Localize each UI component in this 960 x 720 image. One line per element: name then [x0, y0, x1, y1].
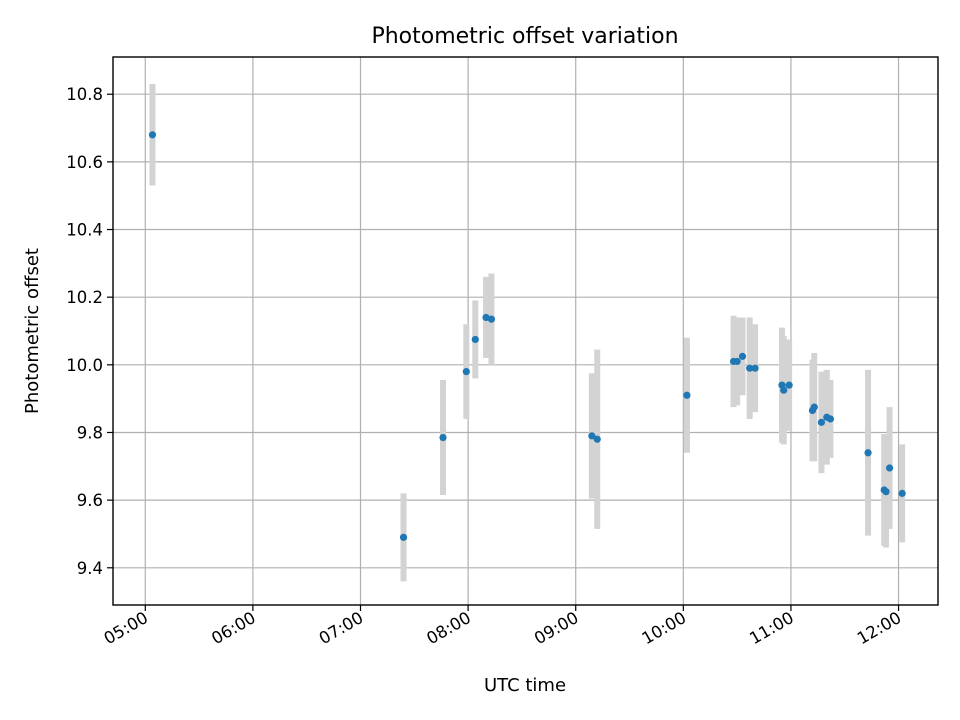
data-point [439, 433, 447, 442]
data-point [864, 449, 872, 457]
data-point [885, 464, 894, 472]
data-points [148, 131, 906, 541]
data-point [785, 381, 793, 389]
y-tick-label: 9.6 [77, 491, 103, 510]
data-point [148, 131, 157, 139]
y-tick-label: 10.0 [66, 356, 103, 375]
y-tick-label: 9.4 [77, 559, 103, 578]
y-tick-label: 10.4 [66, 221, 103, 240]
x-axis-label: UTC time [484, 675, 566, 696]
data-point [898, 489, 906, 497]
y-tick-label: 9.8 [77, 423, 103, 442]
data-point [471, 335, 479, 344]
data-point [882, 488, 890, 496]
data-point [746, 364, 754, 372]
data-point [733, 357, 741, 366]
data-point [593, 435, 601, 443]
chart-title: Photometric offset variation [371, 24, 678, 49]
data-point [780, 386, 788, 394]
y-tick-label: 10.2 [66, 288, 103, 307]
plot-frame [112, 56, 939, 606]
data-point [487, 315, 496, 323]
y-tick-label: 10.8 [66, 85, 103, 104]
data-point [588, 432, 596, 440]
y-tick-label: 10.6 [66, 153, 103, 172]
data-point [683, 391, 691, 399]
data-point [810, 403, 818, 411]
grid-lines [113, 57, 938, 605]
data-point [738, 352, 747, 360]
data-point [462, 367, 470, 376]
data-point [751, 364, 759, 372]
y-axis: 9.4 9.6 9.8 10.0 10.2 10.4 10.6 10.8 [66, 85, 113, 578]
y-axis-label: Photometric offset [22, 248, 43, 414]
data-point [399, 533, 408, 541]
data-point [817, 418, 826, 426]
data-point [826, 415, 834, 423]
